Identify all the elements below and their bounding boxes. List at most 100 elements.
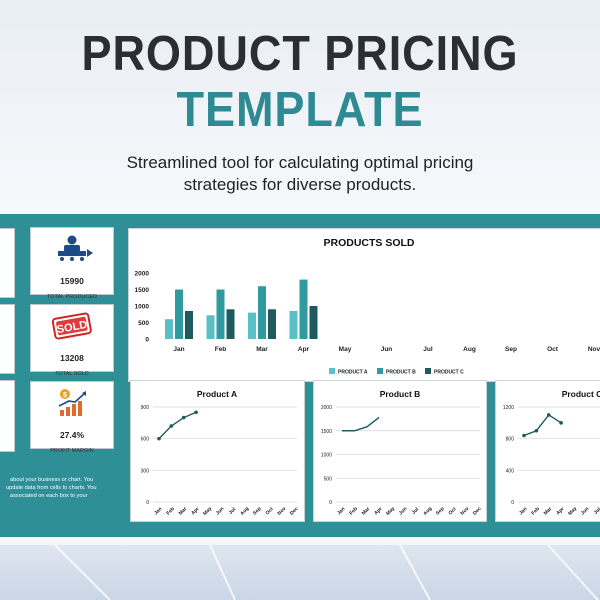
y-tick-label: 0 (329, 500, 332, 506)
x-tick-label: Nov (276, 506, 287, 517)
legend-label: PRODUCT C (434, 370, 464, 376)
bar (299, 279, 308, 339)
x-tick-label: Apr (373, 506, 383, 516)
y-tick-label: 2000 (135, 271, 150, 278)
x-tick-label: Sep (505, 346, 517, 353)
bar (175, 289, 183, 339)
dashboard-preview: 15990 TOTAL PRODUCED SOLD 13208 TOTAL SO… (0, 214, 600, 537)
y-tick-label: 2000 (321, 405, 332, 411)
x-tick-label: Jun (398, 506, 409, 517)
bar (248, 312, 256, 339)
x-tick-label: Dec (472, 506, 483, 517)
legend-swatch (425, 368, 431, 374)
subtitle-line-1: Streamlined tool for calculating optimal… (126, 153, 474, 172)
chart-title: Product B (380, 389, 421, 399)
legend-label: PRODUCT A (338, 370, 368, 376)
legend-swatch (377, 368, 383, 374)
bar (226, 309, 235, 339)
x-tick-label: Sep (252, 506, 263, 517)
data-point (169, 424, 174, 428)
x-tick-label: Dec (289, 506, 300, 517)
y-tick-label: 900 (141, 405, 150, 411)
y-tick-label: 500 (138, 320, 149, 327)
kpi-card-total-sold: SOLD 13208 TOTAL SOLD (30, 304, 114, 377)
kpi-label: TOTAL PRODUCED (46, 294, 97, 300)
chart-title: Product A (197, 389, 237, 399)
kpi-card-profit-margin: $ 27.4% PROFIT MARGIN (30, 381, 114, 454)
x-tick-label: Mar (543, 506, 554, 517)
x-tick-label: Oct (447, 506, 457, 516)
kpi-value: 27.4% (59, 430, 85, 440)
stamp-text: SOLD (56, 319, 88, 336)
svg-text:$: $ (63, 392, 67, 399)
x-tick-label: Nov (459, 506, 470, 517)
x-tick-label: Feb (348, 506, 359, 517)
data-point (559, 421, 563, 425)
y-tick-label: 0 (145, 337, 149, 344)
y-tick-label: 500 (324, 476, 333, 482)
x-tick-label: Feb (215, 346, 227, 353)
y-tick-label: 600 (141, 437, 150, 443)
product-a-panel: Product A 0 300 600 900 Jan Feb Mar Apr May Jun Jul… (130, 380, 305, 522)
info-note-line: update data from cells to charts. You (6, 485, 97, 491)
y-tick-label: 1000 (321, 453, 332, 459)
bar (206, 315, 215, 339)
x-tick-label: Feb (530, 506, 541, 517)
x-tick-label: May (339, 346, 352, 353)
info-note: about your business or chart. You update… (0, 476, 118, 500)
y-tick-label: 1500 (135, 287, 150, 294)
x-tick-label: May (567, 506, 578, 517)
x-tick-label: Jan (336, 506, 346, 516)
title-line-2: TEMPLATE (176, 83, 424, 137)
bar (309, 306, 318, 339)
x-tick-label: Apr (555, 506, 565, 516)
chart-title: Product C (562, 389, 600, 399)
kpi-card-total-produced: 15990 TOTAL PRODUCED (30, 227, 114, 300)
y-tick-label: 1500 (321, 429, 332, 435)
y-tick-label: 800 (506, 437, 515, 443)
x-tick-label: Sep (435, 506, 446, 517)
bar (258, 286, 266, 339)
legend-swatch (329, 368, 335, 374)
x-tick-label: Mar (361, 506, 372, 517)
chart-title: PRODUCTS SOLD (323, 237, 414, 249)
x-tick-label: Mar (256, 346, 268, 353)
y-tick-label: 1200 (503, 405, 514, 411)
x-tick-label: Jun (580, 506, 591, 517)
bar (185, 310, 193, 339)
profit-growth-icon: $ (58, 389, 86, 416)
data-point (194, 410, 198, 415)
info-note-line: associated on each box to your (10, 493, 88, 499)
y-tick-label: 400 (506, 468, 515, 474)
decorative-floor (0, 545, 600, 600)
subtitle: Streamlined tool for calculating optimal… (60, 152, 540, 196)
bar (268, 309, 276, 339)
y-tick-label: 0 (146, 500, 149, 506)
x-tick-label: Jul (593, 506, 600, 516)
series-line (158, 411, 197, 440)
x-tick-label: Feb (165, 506, 176, 517)
info-note-line: about your business or chart. You (10, 477, 94, 483)
x-tick-label: Jan (153, 506, 163, 516)
product-b-panel: Product B 0 500 1000 1500 2000 Jan Feb Mar Apr May… (313, 380, 487, 522)
product-a-chart: Product A 0 300 600 900 Jan Feb Mar Apr May Jun Jul… (141, 389, 300, 517)
x-tick-label: Jan (518, 506, 528, 516)
products-sold-panel: PRODUCTS SOLD 0 500 1000 1500 2000 Jan Feb Mar Ap… (128, 228, 600, 382)
data-point (522, 433, 526, 438)
x-tick-label: Aug (239, 506, 250, 517)
x-tick-label: Jan (173, 346, 184, 353)
title-line-1: PRODUCT PRICING (81, 27, 519, 81)
x-tick-label: Aug (463, 346, 476, 353)
x-tick-label: Jun (215, 506, 226, 517)
product-c-panel: Product C 0 400 800 1200 Jan Feb Mar Apr May Jun Ju… (495, 380, 600, 522)
bar (289, 310, 298, 339)
data-point (534, 428, 539, 433)
kpi-value: 15990 (60, 276, 84, 286)
x-tick-label: Oct (547, 346, 559, 353)
hero-header: PRODUCT PRICING TEMPLATE Streamlined too… (0, 0, 600, 212)
y-tick-label: 1000 (135, 304, 150, 311)
floor-lines-decoration (54, 545, 599, 600)
series-line (523, 413, 562, 437)
x-tick-label: Jul (411, 506, 421, 516)
sold-stamp-icon: SOLD (51, 312, 92, 340)
